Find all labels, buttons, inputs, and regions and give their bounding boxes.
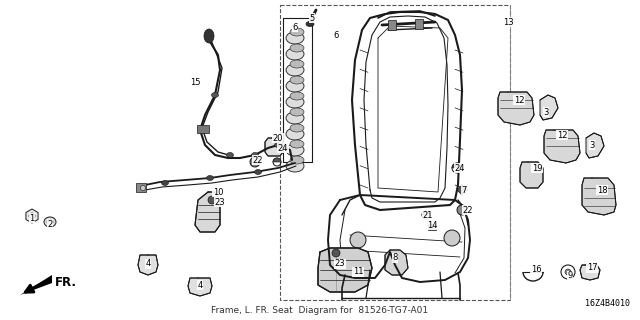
Ellipse shape [204, 29, 214, 43]
Circle shape [29, 213, 35, 219]
Ellipse shape [255, 170, 262, 174]
Circle shape [565, 269, 571, 275]
Text: 13: 13 [502, 18, 513, 27]
Ellipse shape [290, 140, 304, 148]
Ellipse shape [286, 128, 304, 140]
Polygon shape [580, 265, 600, 280]
Ellipse shape [211, 92, 218, 98]
Ellipse shape [306, 21, 314, 27]
Ellipse shape [47, 220, 53, 225]
Text: Frame, L. FR. Seat  Diagram for  81526-TG7-A01: Frame, L. FR. Seat Diagram for 81526-TG7… [211, 306, 429, 315]
Ellipse shape [290, 92, 304, 100]
Bar [197, 125, 209, 133]
Ellipse shape [290, 60, 304, 68]
Text: 7: 7 [461, 186, 467, 195]
Text: 23: 23 [214, 197, 225, 206]
Text: 9: 9 [568, 271, 573, 281]
Ellipse shape [252, 153, 259, 157]
Ellipse shape [286, 64, 304, 76]
Circle shape [444, 230, 460, 246]
Text: 6: 6 [333, 30, 339, 39]
Bar [136, 183, 146, 192]
Ellipse shape [290, 156, 304, 164]
Text: 17: 17 [587, 263, 597, 273]
Text: 22: 22 [463, 205, 473, 214]
Polygon shape [498, 92, 534, 125]
Text: 14: 14 [427, 220, 437, 229]
Ellipse shape [275, 142, 282, 148]
Ellipse shape [290, 76, 304, 84]
Bar [415, 19, 423, 29]
Polygon shape [318, 248, 372, 292]
Ellipse shape [290, 28, 304, 36]
Ellipse shape [227, 153, 234, 157]
Polygon shape [138, 255, 158, 275]
Text: 12: 12 [557, 131, 567, 140]
Ellipse shape [286, 80, 304, 92]
Ellipse shape [286, 32, 304, 44]
Text: 16Z4B4010: 16Z4B4010 [585, 299, 630, 308]
Text: 18: 18 [596, 186, 607, 195]
Text: 23: 23 [335, 260, 346, 268]
Text: 2: 2 [47, 220, 52, 228]
Polygon shape [544, 130, 580, 163]
Bar [388, 20, 396, 30]
Polygon shape [385, 250, 408, 275]
Polygon shape [188, 278, 212, 296]
Polygon shape [582, 178, 616, 215]
Circle shape [250, 157, 260, 167]
Text: FR.: FR. [55, 276, 77, 289]
Text: 12: 12 [514, 95, 524, 105]
Text: 11: 11 [353, 268, 364, 276]
Text: 19: 19 [532, 164, 542, 172]
Text: 1: 1 [29, 213, 35, 222]
Polygon shape [195, 192, 220, 232]
Bar [428, 224, 436, 230]
Text: 22: 22 [253, 156, 263, 164]
Text: 21: 21 [423, 211, 433, 220]
Ellipse shape [286, 112, 304, 124]
Ellipse shape [286, 48, 304, 60]
Text: 16: 16 [531, 266, 541, 275]
Ellipse shape [141, 186, 145, 190]
Text: 5: 5 [309, 13, 315, 22]
Circle shape [332, 249, 340, 257]
Ellipse shape [290, 108, 304, 116]
Text: 24: 24 [455, 164, 465, 172]
Circle shape [208, 196, 216, 204]
Text: 8: 8 [392, 253, 397, 262]
Ellipse shape [286, 160, 304, 172]
Ellipse shape [290, 44, 304, 52]
Text: 4: 4 [197, 281, 203, 290]
Ellipse shape [286, 144, 304, 156]
Text: 6: 6 [292, 22, 298, 31]
Ellipse shape [161, 180, 168, 186]
Text: 3: 3 [589, 140, 595, 149]
Circle shape [350, 232, 366, 248]
Polygon shape [20, 275, 52, 295]
Text: 15: 15 [189, 77, 200, 86]
Ellipse shape [44, 217, 56, 227]
Ellipse shape [207, 175, 214, 180]
Text: 4: 4 [145, 260, 150, 268]
Text: 3: 3 [543, 108, 548, 116]
Wedge shape [452, 163, 462, 168]
Circle shape [457, 205, 467, 215]
Polygon shape [520, 162, 543, 188]
Polygon shape [540, 95, 558, 120]
Bar [280, 5, 510, 300]
Wedge shape [273, 158, 281, 162]
Polygon shape [265, 138, 283, 156]
Text: 24: 24 [278, 143, 288, 153]
Text: 10: 10 [212, 188, 223, 196]
Wedge shape [422, 211, 430, 215]
Polygon shape [586, 133, 604, 158]
Text: 20: 20 [273, 133, 284, 142]
Ellipse shape [286, 96, 304, 108]
Ellipse shape [290, 124, 304, 132]
